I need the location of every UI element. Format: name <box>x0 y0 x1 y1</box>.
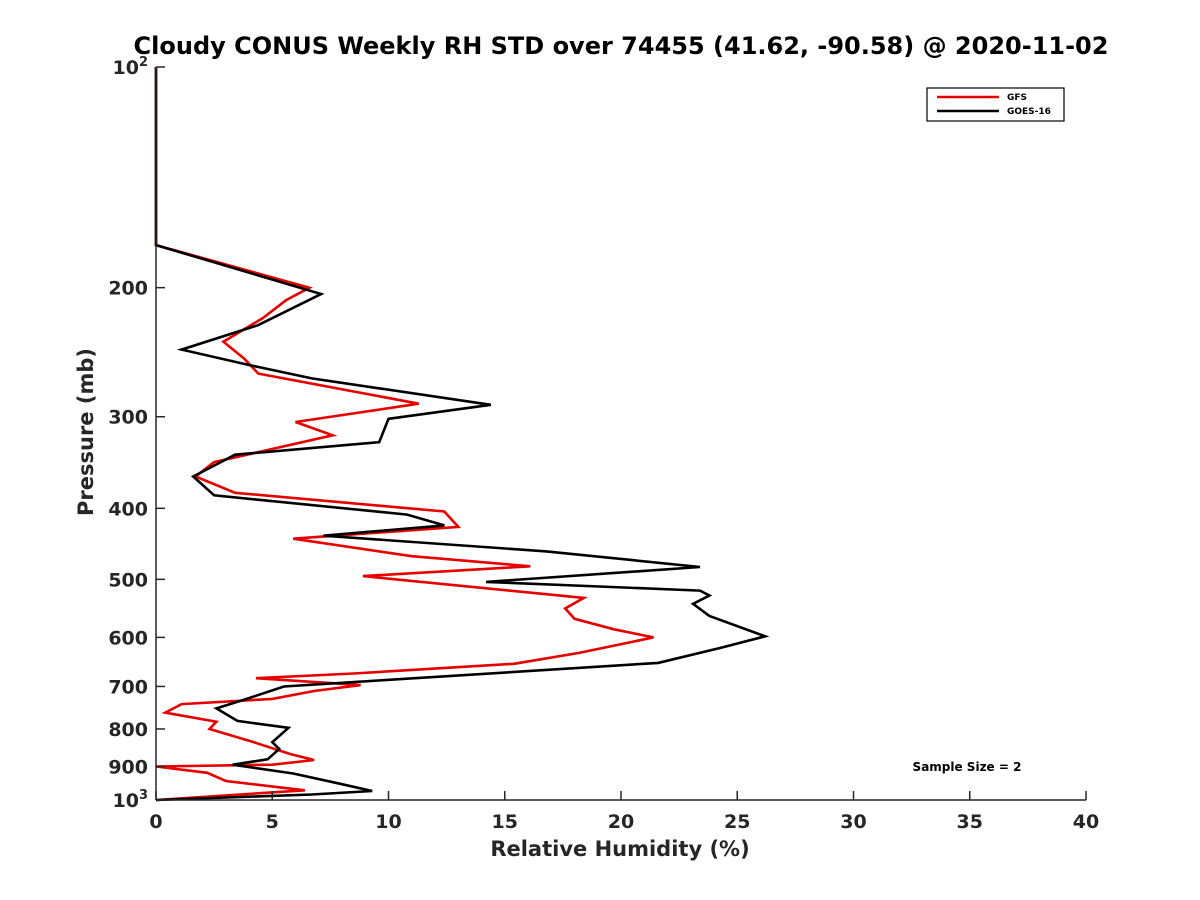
y-tick-label: 500 <box>108 569 148 591</box>
y-tick-label: 103 <box>113 788 149 812</box>
x-tick-label: 30 <box>840 811 866 833</box>
y-tick-label: 800 <box>108 719 148 741</box>
sample-size-annotation: Sample Size = 2 <box>913 760 1022 774</box>
y-tick-label: 102 <box>113 55 149 79</box>
legend-label: GOES-16 <box>1007 107 1051 117</box>
x-tick-label: 40 <box>1073 811 1099 833</box>
legend-label: GFS <box>1007 93 1027 103</box>
x-tick-label: 5 <box>266 811 279 833</box>
x-tick-label: 0 <box>149 811 162 833</box>
y-tick-label: 900 <box>108 756 148 778</box>
y-tick-label: 600 <box>108 627 148 649</box>
axes: 0 5 10 15 20 25 30 35 40 102 200 300 400 500 600 700 800… <box>108 55 1099 833</box>
y-axis-label: Pressure (mb) <box>74 348 98 516</box>
series-line-goes-16 <box>154 67 770 802</box>
y-tick-label: 300 <box>108 407 148 429</box>
chart-title: Cloudy CONUS Weekly RH STD over 74455 (4… <box>134 32 1109 60</box>
x-tick-label: 10 <box>375 811 401 833</box>
x-tick-label: 15 <box>492 811 518 833</box>
y-tick-label: 400 <box>108 498 148 520</box>
x-axis-label: Relative Humidity (%) <box>490 837 749 861</box>
plot-area <box>154 67 770 802</box>
x-tick-label: 35 <box>957 811 983 833</box>
legend-box <box>926 87 1065 122</box>
x-tick-label: 25 <box>724 811 750 833</box>
series-line-gfs <box>154 67 654 802</box>
x-tick-label: 20 <box>608 811 634 833</box>
y-tick-label: 700 <box>108 676 148 698</box>
y-tick-label: 200 <box>108 278 148 300</box>
legend: GFS GOES-16 <box>926 87 1065 122</box>
